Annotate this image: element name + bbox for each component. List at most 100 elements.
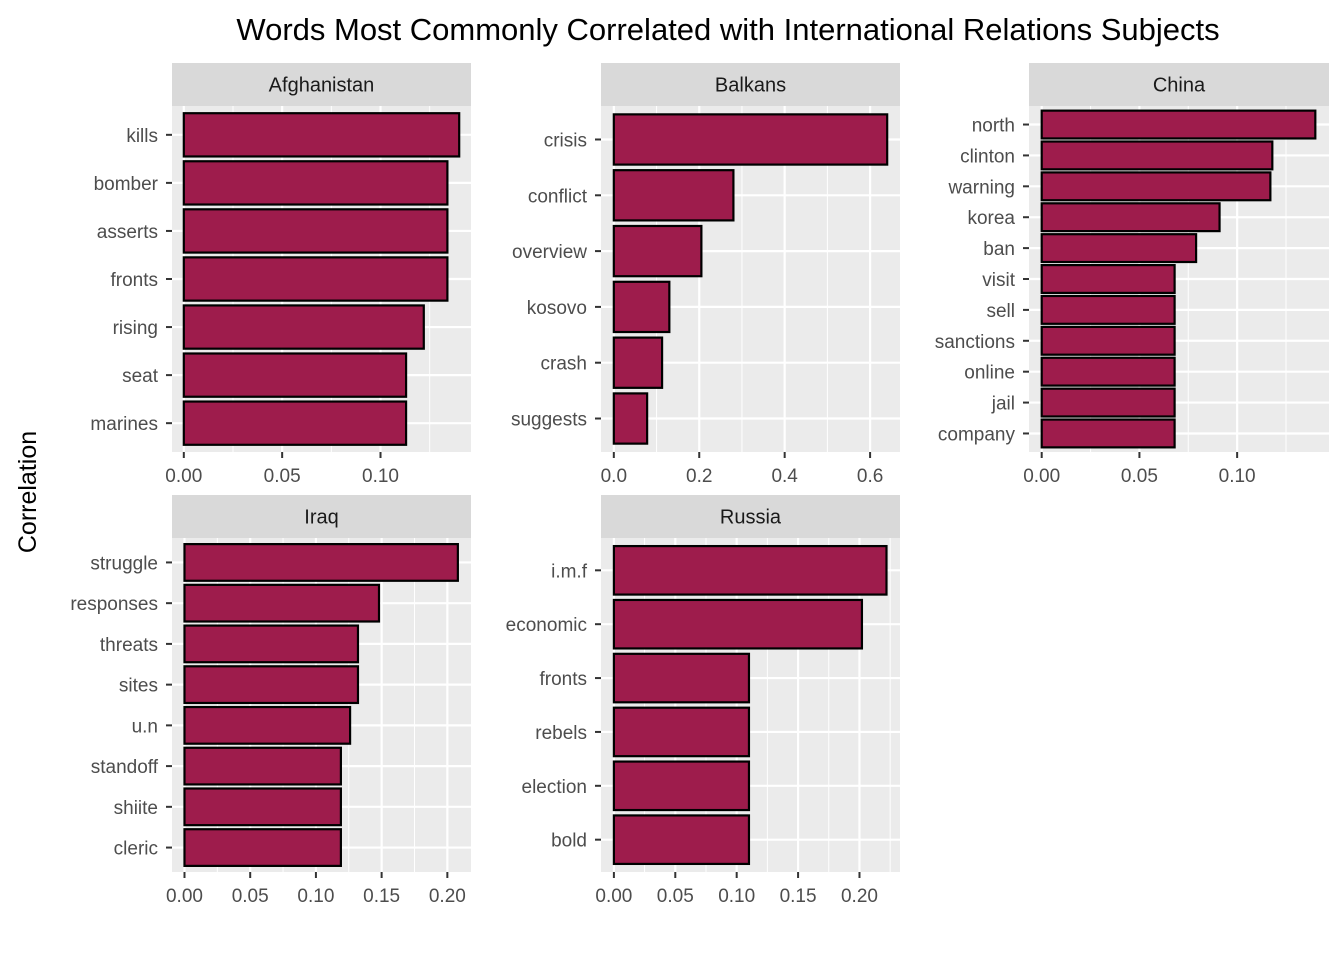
bar-threats [183,624,360,664]
y-tick-label: bold [551,831,587,852]
panel-russia: Russia i.m.f economic fronts rebels election b… [506,495,900,907]
panel-strip-label: Russia [720,507,782,529]
y-tick-label: fronts [110,270,158,291]
bar-warning [1040,171,1272,202]
y-tick-label: responses [70,594,158,615]
x-tick-label: 0.10 [297,886,334,907]
bar-sell [1040,294,1176,325]
bar-crisis [612,113,889,166]
y-tick-label: election [522,777,588,798]
panel-strip-label: Balkans [715,75,786,97]
panel-strip [1029,63,1329,106]
y-tick-label: sanctions [935,332,1015,353]
bar-rebels [612,706,751,758]
x-tick-label: 0.10 [718,886,755,907]
y-tick-label: jail [991,394,1015,415]
bar-conflict [612,169,735,222]
x-tick-label: 0.20 [429,886,466,907]
x-tick-label: 0.05 [232,886,269,907]
chart-panels: Afghanistan kills bomber asserts fronts risin… [70,63,1329,907]
bar-economic [612,598,864,650]
bar-jail [1040,387,1176,418]
y-tick-label: economic [506,615,587,636]
bar-overview [612,224,703,278]
panel-strip [601,495,900,538]
y-tick-label: online [964,363,1015,384]
y-tick-label: warning [947,177,1015,198]
x-tick-label: 0.4 [771,466,798,487]
x-tick-label: 0.00 [165,466,202,487]
y-tick-label: crash [541,354,587,375]
x-tick-label: 0.05 [657,886,694,907]
y-axis-label: Correlation [14,431,42,553]
panel-strip-label: Iraq [304,507,338,529]
y-tick-label: clinton [960,146,1015,167]
bar-election [612,760,751,812]
x-tick-label: 0.15 [780,886,817,907]
x-tick-label: 0.6 [857,466,883,487]
y-tick-label: bomber [94,174,159,195]
bar-responses [183,583,381,623]
bar-clinton [1040,140,1274,171]
bar-suggests [612,392,649,445]
panel-strip [172,495,471,538]
bar-online [1040,356,1176,387]
panel-iraq: Iraq struggle responses threats sites u.n stan… [70,495,471,907]
x-tick-label: 0.10 [362,466,399,487]
bar-kosovo [612,280,671,334]
y-tick-label: asserts [97,222,158,243]
bar-visit [1040,263,1176,295]
bar-crash [612,336,664,389]
y-tick-label: sell [986,301,1015,322]
bar-cleric [183,828,342,867]
y-tick-label: crisis [544,130,587,151]
x-tick-label: 0.00 [1023,466,1060,487]
bar-ban [1040,233,1198,264]
y-tick-label: struggle [90,553,158,574]
y-tick-label: i.m.f [551,561,588,582]
x-tick-label: 0.05 [264,466,301,487]
x-tick-label: 0.10 [1219,466,1256,487]
bar-fronts [182,256,449,302]
x-tick-label: 0.05 [1121,466,1158,487]
y-tick-label: korea [967,208,1015,229]
y-tick-label: u.n [132,716,158,737]
panel-balkans: Balkans crisis conflict overview kosovo crash… [511,63,900,487]
bar-rising [182,304,425,350]
bar-korea [1040,202,1221,233]
x-tick-label: 0.00 [166,886,203,907]
bar-sites [183,665,360,705]
y-tick-label: sites [119,676,158,697]
y-tick-label: shiite [114,798,158,819]
panel-strip-label: Afghanistan [269,75,375,97]
panel-strip [601,63,900,106]
bar-kills [182,112,461,158]
y-tick-label: marines [90,414,158,435]
y-tick-label: suggests [511,410,587,431]
bar-un [183,705,352,745]
y-tick-label: company [938,424,1016,445]
bar-north [1040,109,1317,140]
y-tick-label: rebels [535,723,587,744]
x-tick-label: 0.15 [363,886,400,907]
panel-strip-label: China [1153,75,1206,97]
y-tick-label: threats [100,635,158,656]
bar-sanctions [1040,325,1176,356]
bar-bomber [182,160,449,206]
y-tick-label: overview [512,242,587,263]
panel-china: China north clinton warning korea ban visit sel… [935,63,1329,487]
y-tick-label: conflict [528,186,588,207]
x-tick-label: 0.00 [595,886,632,907]
x-tick-label: 0.2 [686,466,712,487]
x-tick-label: 0.20 [841,886,878,907]
y-tick-label: visit [982,270,1015,291]
y-tick-label: north [972,116,1015,137]
y-tick-label: fronts [539,669,587,690]
y-tick-label: seat [122,366,159,387]
panel-afghanistan: Afghanistan kills bomber asserts fronts risin… [90,63,471,487]
chart-title: Words Most Commonly Correlated with Inte… [236,12,1219,47]
bar-seat [182,352,408,398]
y-tick-label: rising [113,318,158,339]
y-tick-label: ban [983,239,1015,260]
bar-company [1040,418,1176,449]
